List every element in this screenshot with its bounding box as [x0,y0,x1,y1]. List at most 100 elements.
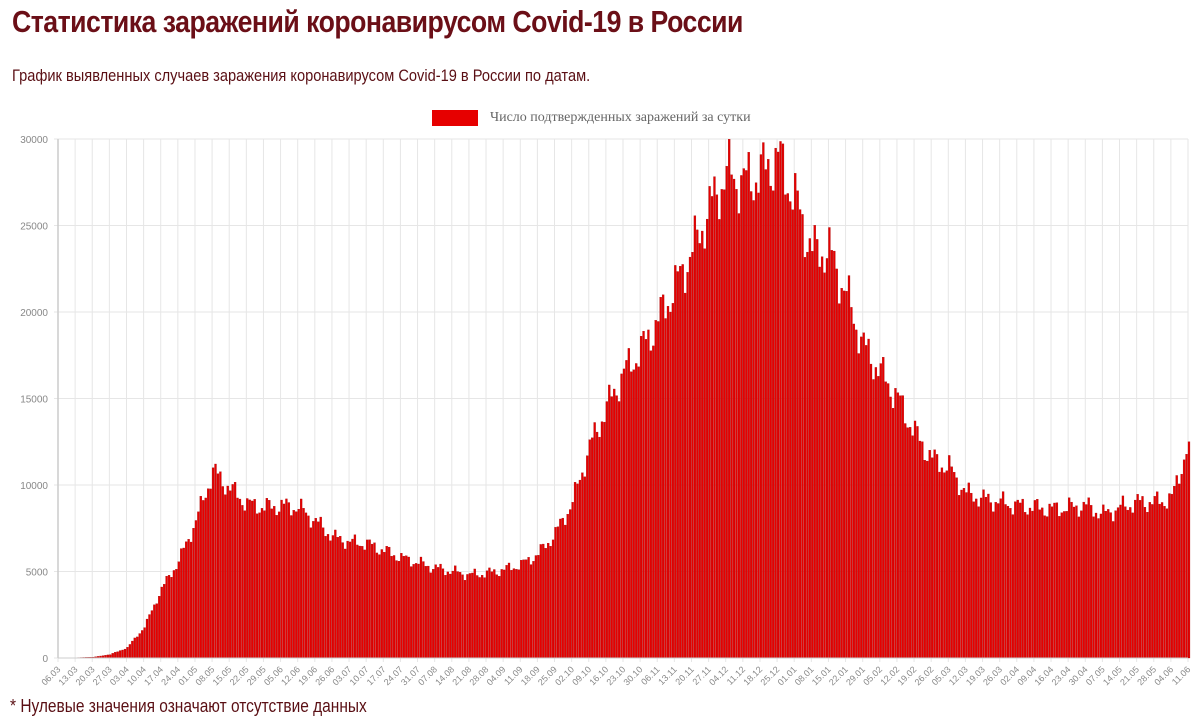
bar[interactable] [317,521,320,659]
bar[interactable] [1182,459,1186,659]
bar[interactable] [385,546,388,659]
bar[interactable] [495,574,498,659]
bar[interactable] [715,194,719,659]
bar[interactable] [564,524,567,659]
bar[interactable] [1112,521,1115,659]
bar[interactable] [921,441,924,659]
bar[interactable] [1114,510,1117,659]
bar[interactable] [532,561,535,659]
bar[interactable] [813,225,816,659]
bar[interactable] [691,252,694,659]
bar[interactable] [148,614,151,659]
bar[interactable] [940,467,944,659]
bar[interactable] [1011,514,1014,659]
bar[interactable] [654,320,657,659]
bar[interactable] [167,575,171,659]
bar[interactable] [172,570,176,659]
bar[interactable] [207,488,210,659]
bar[interactable] [681,264,684,659]
bar[interactable] [845,291,848,659]
bar[interactable] [710,196,714,659]
bar[interactable] [1031,510,1034,659]
bar[interactable] [1097,518,1100,659]
bar[interactable] [1001,491,1005,659]
bar[interactable] [847,275,851,659]
bar[interactable] [194,520,198,659]
bar[interactable] [1092,516,1095,659]
bar[interactable] [669,311,672,659]
bar[interactable] [686,272,689,659]
bar[interactable] [764,169,767,659]
bar[interactable] [436,567,440,659]
bar[interactable] [679,266,682,659]
bar[interactable] [708,186,711,659]
bar[interactable] [1116,507,1120,659]
bar[interactable] [889,396,892,659]
bar[interactable] [547,542,550,659]
bar[interactable] [1187,441,1191,659]
bar[interactable] [375,552,379,659]
bar[interactable] [180,548,183,659]
bar[interactable] [123,648,127,659]
bar[interactable] [737,213,741,659]
bar[interactable] [121,649,124,659]
bar[interactable] [864,345,868,659]
bar[interactable] [329,540,332,659]
bar[interactable] [657,321,660,659]
bar[interactable] [253,499,256,659]
bar[interactable] [1028,507,1032,659]
bar[interactable] [816,239,819,659]
bar[interactable] [593,422,596,659]
bar[interactable] [461,574,464,659]
bar[interactable] [759,154,763,659]
bar[interactable] [145,618,149,659]
bar[interactable] [417,563,420,659]
bar[interactable] [598,436,601,659]
bar[interactable] [806,251,809,659]
bar[interactable] [141,630,144,659]
bar[interactable] [150,610,154,659]
bar[interactable] [874,367,878,659]
bar[interactable] [953,472,956,659]
bar[interactable] [251,500,254,659]
bar[interactable] [867,338,870,659]
bar[interactable] [713,176,716,659]
bar[interactable] [869,363,873,659]
bar[interactable] [879,363,882,659]
bar[interactable] [559,518,562,659]
bar[interactable] [277,511,281,659]
bar[interactable] [326,534,330,659]
bar[interactable] [608,384,611,659]
bar[interactable] [588,439,591,659]
bar[interactable] [635,363,638,659]
bar[interactable] [767,159,770,659]
bar[interactable] [282,503,286,659]
bar[interactable] [1121,495,1125,659]
bar[interactable] [627,348,630,659]
bar[interactable] [857,353,860,659]
bar[interactable] [706,218,709,659]
bar[interactable] [926,460,929,659]
bar[interactable] [999,498,1002,659]
bar[interactable] [723,189,726,659]
bar[interactable] [987,493,990,659]
bar[interactable] [982,489,985,659]
bar[interactable] [742,168,745,659]
bar[interactable] [1055,502,1059,659]
bar[interactable] [1023,512,1027,659]
bar[interactable] [637,366,640,659]
bar[interactable] [1107,509,1110,659]
bar[interactable] [1043,515,1046,659]
bar[interactable] [1148,502,1151,659]
bar[interactable] [649,350,653,659]
bar[interactable] [884,381,887,659]
bar[interactable] [796,190,799,659]
bar[interactable] [304,512,308,659]
bar[interactable] [185,541,188,659]
bar[interactable] [449,573,452,659]
bar[interactable] [380,549,383,659]
bar[interactable] [850,307,853,659]
bar[interactable] [214,463,217,659]
bar[interactable] [419,556,423,659]
bar[interactable] [573,482,577,659]
